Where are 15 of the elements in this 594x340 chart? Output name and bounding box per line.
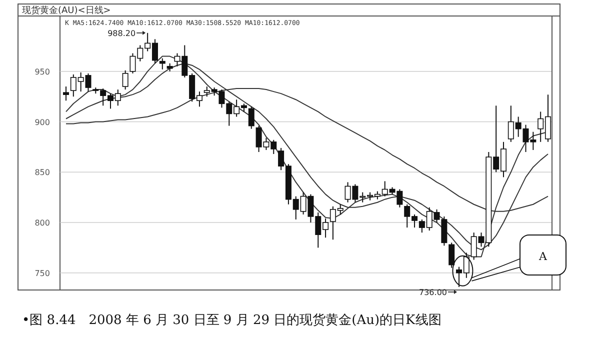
candlestick: [122, 70, 128, 90]
chart-title: 现货黄金(AU)<日线>: [22, 5, 111, 16]
candlestick: [159, 58, 166, 70]
y-tick-label: 750: [34, 268, 50, 278]
candlestick: [63, 86, 69, 102]
annotation: A: [538, 250, 548, 263]
text: •图 8.44 2008 年 6 月 30 日至 9 月 29 日的现货黄金(Au)的日K线图: [22, 313, 442, 328]
candlestick: [448, 242, 455, 268]
y-tick-label: 950: [34, 67, 50, 76]
y-tick-label: 800: [34, 218, 50, 228]
y-tick-label: 900: [34, 118, 50, 127]
y-tick-label: 850: [34, 168, 50, 178]
annotation: 736.00: [419, 288, 448, 297]
annotation: 988.20: [108, 28, 136, 38]
candlestick: [248, 106, 254, 130]
